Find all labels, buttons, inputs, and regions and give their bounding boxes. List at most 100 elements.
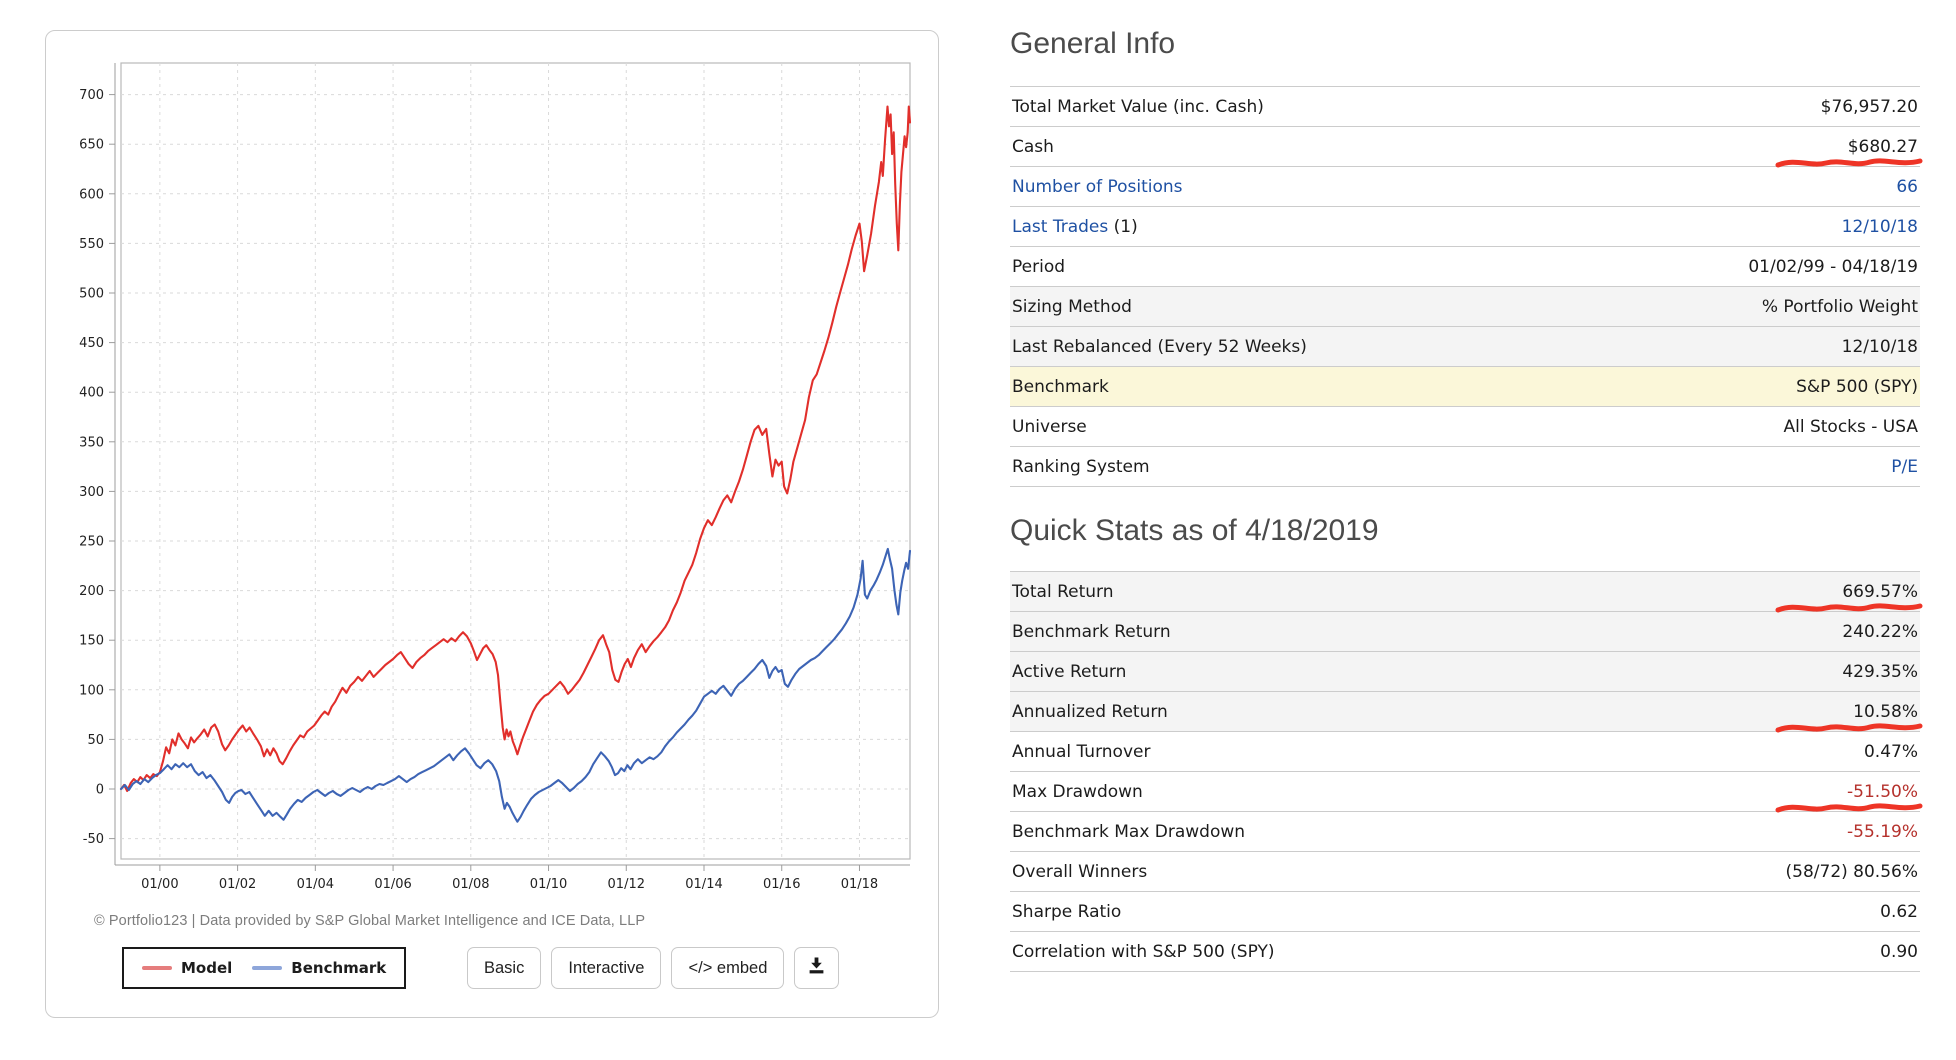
legend-swatch: [142, 966, 172, 970]
svg-text:350: 350: [79, 435, 104, 450]
table-row: Total Return 669.57%: [1010, 572, 1923, 612]
svg-text:01/14: 01/14: [685, 877, 722, 892]
row-label: Overall Winners: [1012, 861, 1148, 882]
basic-view-button[interactable]: Basic: [467, 947, 542, 989]
row-value: 01/02/99 - 04/18/19: [1748, 256, 1918, 277]
row-label-group: Universe: [1012, 417, 1087, 437]
embed-button[interactable]: </> embed: [671, 947, 785, 989]
row-label-group: Sharpe Ratio: [1012, 902, 1121, 922]
row-value: -55.19%: [1847, 821, 1918, 842]
performance-chart-card: 01/00 01/02 01/04 01/06 01/08 01/10 01/12 01/14…: [45, 30, 939, 1018]
row-label: Sharpe Ratio: [1012, 901, 1122, 922]
general-info-title: General Info: [1010, 27, 1176, 60]
row-label-group: Sizing Method: [1012, 297, 1132, 317]
svg-text:150: 150: [79, 634, 104, 649]
row-value: 240.22%: [1842, 621, 1918, 642]
row-label: Period: [1012, 256, 1066, 277]
svg-text:450: 450: [79, 336, 104, 351]
row-value: $76,957.20: [1820, 96, 1918, 117]
legend-label: Model: [181, 959, 233, 977]
row-value: 10.58%: [1775, 702, 1923, 732]
row-value[interactable]: P/E: [1891, 456, 1918, 477]
row-label: Correlation with S&P 500 (SPY): [1012, 941, 1275, 962]
svg-text:400: 400: [79, 386, 104, 401]
row-label-group: Annualized Return: [1012, 702, 1168, 722]
svg-text:250: 250: [79, 535, 104, 550]
download-icon: [807, 956, 826, 980]
table-row: Last Trades (1) 12/10/18: [1010, 207, 1920, 247]
info-panel: General Info Total Market Value (inc. Ca…: [1010, 26, 1923, 972]
row-value: 669.57%: [1775, 582, 1923, 612]
svg-text:500: 500: [79, 287, 104, 302]
legend-item-model: Model: [142, 959, 232, 977]
row-value: (58/72) 80.56%: [1785, 861, 1918, 882]
row-label-group: Number of Positions: [1012, 177, 1183, 197]
table-row: Sharpe Ratio 0.62: [1010, 892, 1920, 932]
row-value: 0.47%: [1863, 741, 1918, 762]
legend-item-benchmark: Benchmark: [252, 959, 386, 977]
table-row: Max Drawdown -51.50%: [1010, 772, 1923, 812]
table-row: Number of Positions 66: [1010, 167, 1920, 207]
performance-chart: 01/00 01/02 01/04 01/06 01/08 01/10 01/12 01/14…: [79, 62, 912, 892]
quick-stats-title: Quick Stats as of 4/18/2019: [1010, 514, 1379, 547]
table-row: Annual Turnover 0.47%: [1010, 732, 1920, 772]
row-label: Sizing Method: [1012, 296, 1132, 317]
row-value: All Stocks - USA: [1783, 416, 1918, 437]
row-label: Total Market Value (inc. Cash): [1012, 96, 1264, 117]
table-row: Active Return 429.35%: [1010, 652, 1920, 692]
svg-text:200: 200: [79, 584, 104, 599]
interactive-view-button[interactable]: Interactive: [551, 947, 662, 989]
row-label: Annualized Return: [1012, 701, 1168, 722]
row-label: Benchmark Max Drawdown: [1012, 821, 1246, 842]
row-label[interactable]: Last Trades: [1012, 216, 1109, 237]
table-row: Cash $680.27: [1010, 127, 1923, 167]
row-label: Benchmark: [1012, 376, 1109, 397]
row-label: Universe: [1012, 416, 1087, 437]
row-label: Benchmark Return: [1012, 621, 1171, 642]
svg-text:0: 0: [96, 783, 104, 798]
table-row: Period 01/02/99 - 04/18/19: [1010, 247, 1920, 287]
svg-text:01/12: 01/12: [608, 877, 645, 892]
svg-text:650: 650: [79, 138, 104, 153]
row-label-group: Benchmark Return: [1012, 622, 1171, 642]
row-label-group: Annual Turnover: [1012, 742, 1150, 762]
svg-text:-50: -50: [83, 832, 104, 847]
svg-text:50: 50: [87, 733, 104, 748]
table-row: Correlation with S&P 500 (SPY) 0.90: [1010, 932, 1920, 972]
svg-text:01/00: 01/00: [141, 877, 178, 892]
download-button[interactable]: [794, 947, 840, 989]
row-label-group: Total Return: [1012, 582, 1114, 602]
svg-text:01/06: 01/06: [374, 877, 411, 892]
row-value[interactable]: 66: [1896, 176, 1918, 197]
chart-view-buttons: Basic Interactive </> embed: [467, 947, 840, 989]
table-row: Last Rebalanced (Every 52 Weeks) 12/10/18: [1010, 327, 1920, 367]
table-row: Overall Winners (58/72) 80.56%: [1010, 852, 1920, 892]
table-row: Annualized Return 10.58%: [1010, 692, 1923, 732]
table-row: Sizing Method % Portfolio Weight: [1010, 287, 1920, 327]
row-value: % Portfolio Weight: [1761, 296, 1918, 317]
row-label-group: Benchmark Max Drawdown: [1012, 822, 1245, 842]
svg-text:01/18: 01/18: [841, 877, 878, 892]
row-label: Ranking System: [1012, 456, 1150, 477]
row-label[interactable]: Number of Positions: [1012, 176, 1183, 197]
row-label: Last Rebalanced (Every 52 Weeks): [1012, 336, 1307, 357]
svg-text:01/02: 01/02: [219, 877, 256, 892]
row-label: Active Return: [1012, 661, 1127, 682]
row-label-group: Ranking System: [1012, 457, 1150, 477]
row-label-group: Overall Winners: [1012, 862, 1147, 882]
row-label: Max Drawdown: [1012, 781, 1143, 802]
svg-text:100: 100: [79, 683, 104, 698]
general-info-table: Total Market Value (inc. Cash) $76,957.20…: [1010, 86, 1923, 487]
row-label-suffix: (1): [1108, 216, 1138, 237]
row-label-group: Benchmark: [1012, 377, 1109, 397]
legend-label: Benchmark: [291, 959, 387, 977]
svg-text:01/04: 01/04: [297, 877, 334, 892]
row-value[interactable]: 12/10/18: [1841, 216, 1918, 237]
svg-text:01/16: 01/16: [763, 877, 800, 892]
row-value: 429.35%: [1842, 661, 1918, 682]
row-value: S&P 500 (SPY): [1796, 376, 1918, 397]
row-value: 0.90: [1880, 941, 1918, 962]
table-row: Benchmark Return 240.22%: [1010, 612, 1920, 652]
row-label-group: Total Market Value (inc. Cash): [1012, 97, 1264, 117]
